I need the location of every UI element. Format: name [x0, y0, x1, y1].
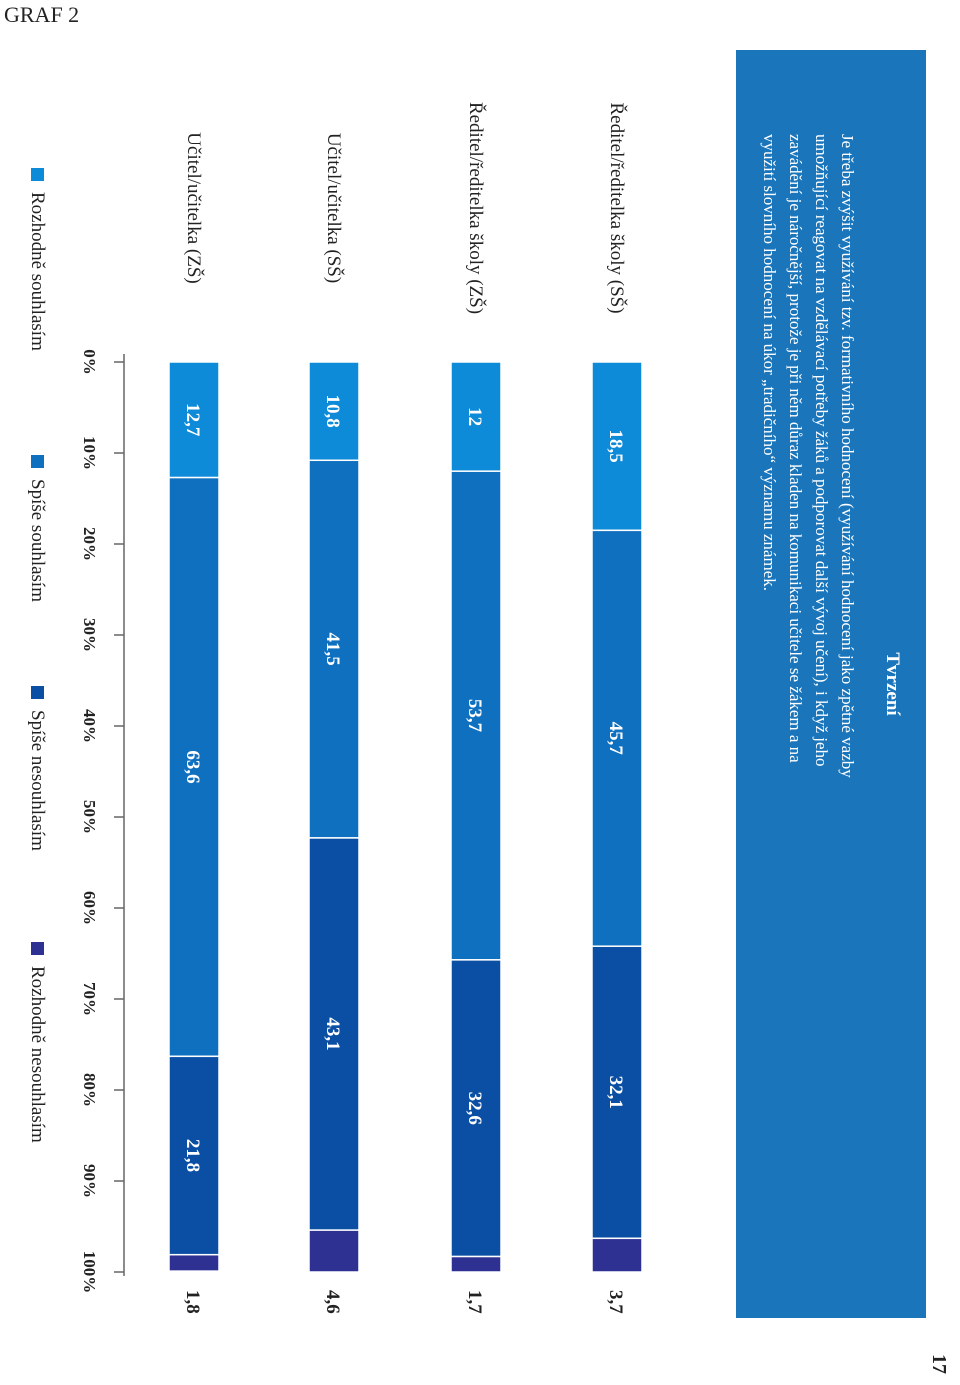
bar-segment [450, 361, 502, 472]
bar-segment [308, 1229, 360, 1273]
data-label: 12,7 [182, 403, 203, 437]
bar-segment [168, 1253, 220, 1272]
data-label: 43,1 [322, 1017, 343, 1050]
bar-segment [591, 1237, 643, 1273]
axis-tick-label: 10% [80, 436, 99, 470]
legend-label: Rozhodně nesouhlasím [27, 966, 48, 1143]
axis-tick-label: 30% [80, 618, 99, 652]
category-label: Ředitel/ředitelka školy (SŠ) [606, 102, 628, 313]
axis-tick-label: 20% [80, 527, 99, 561]
data-label: 10,8 [322, 395, 343, 428]
statement-line: využití slovního hodnocení na úkor „trad… [760, 134, 779, 591]
bar-segment [308, 459, 360, 839]
axis-tick-label: 100% [80, 1251, 99, 1294]
bar-segment [168, 361, 220, 479]
axis-tick-label: 40% [80, 709, 99, 743]
statement-line: umožňující reagovat na vzdělávací potřeb… [812, 134, 831, 767]
data-label: 63,6 [182, 750, 203, 783]
legend-label: Spíše nesouhlasím [27, 710, 48, 851]
axis-tick-label: 0% [80, 349, 99, 375]
axis-tick-label: 80% [80, 1073, 99, 1107]
bar-segment [168, 476, 220, 1058]
bar-segment [591, 945, 643, 1240]
data-label: 32,1 [605, 1076, 626, 1109]
legend-swatch [31, 455, 44, 468]
axis-tick-label: 50% [80, 800, 99, 834]
statement-line: zavádění je náročnější, protože je při n… [786, 134, 805, 763]
data-label: 1,7 [464, 1290, 485, 1314]
page-number: 17 [928, 1354, 950, 1374]
data-label: 1,8 [182, 1290, 203, 1314]
graf-label: GRAF 2 [4, 2, 80, 27]
axis-tick-label: 60% [80, 891, 99, 925]
statement-line: Je třeba zvýšit využívání tzv. formativn… [838, 134, 857, 778]
bar-segment [168, 1055, 220, 1256]
data-label: 12 [464, 407, 485, 426]
data-label: 53,7 [464, 699, 485, 733]
data-label: 32,6 [464, 1092, 485, 1125]
legend-swatch [31, 168, 44, 181]
category-label: Učitel/učitelka (SŠ) [323, 133, 345, 283]
header-box [736, 50, 926, 1318]
bar-segment [308, 837, 360, 1231]
data-label: 45,7 [605, 722, 626, 756]
legend-swatch [31, 942, 44, 955]
bar-segment [450, 1255, 502, 1273]
category-label: Učitel/učitelka (ZŠ) [183, 132, 205, 283]
legend-swatch [31, 686, 44, 699]
axis-tick-label: 90% [80, 1164, 99, 1198]
data-label: 4,6 [322, 1290, 343, 1314]
bar-segment [591, 361, 643, 532]
data-label: 18,5 [605, 430, 626, 463]
data-label: 41,5 [322, 632, 343, 665]
bar-segment [450, 470, 502, 961]
legend-label: Spíše souhlasím [27, 479, 48, 602]
axis-tick-label: 70% [80, 982, 99, 1016]
bar-segment [450, 959, 502, 1258]
legend-label: Rozhodně souhlasím [27, 192, 48, 351]
category-label: Ředitel/ředitelka školy (ZŠ) [465, 102, 487, 314]
bar-segment [591, 529, 643, 947]
data-label: 3,7 [605, 1290, 626, 1314]
chart-title: Tvrzení [882, 652, 903, 716]
data-label: 21,8 [182, 1139, 203, 1172]
